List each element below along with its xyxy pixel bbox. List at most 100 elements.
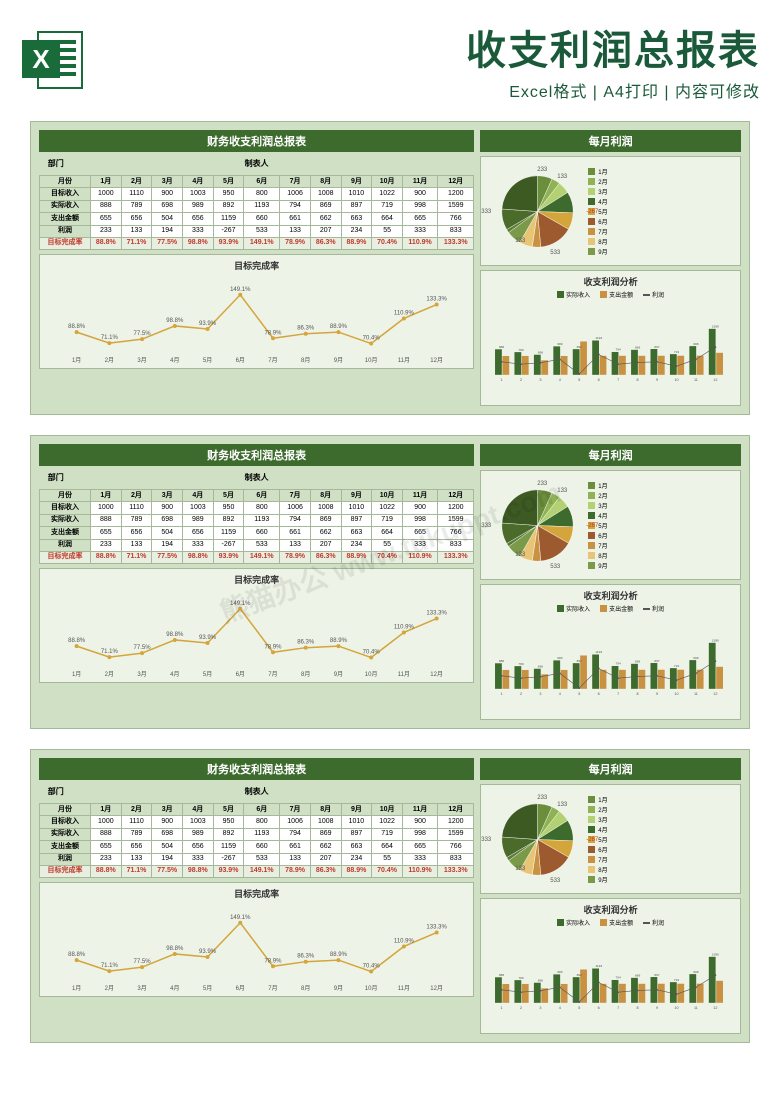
sheet-title: 财务收支利润总报表 (39, 444, 474, 466)
svg-text:8: 8 (637, 378, 639, 382)
svg-text:9: 9 (656, 692, 658, 696)
preparer-label: 制表人 (240, 470, 273, 485)
svg-text:77.5%: 77.5% (134, 645, 152, 651)
dept-label: 部门 (39, 156, 72, 171)
svg-text:8: 8 (637, 1006, 639, 1010)
svg-text:11月: 11月 (398, 985, 410, 992)
svg-text:12月: 12月 (430, 357, 443, 364)
svg-text:719: 719 (674, 350, 679, 354)
svg-text:1193: 1193 (596, 336, 603, 340)
svg-text:12: 12 (713, 692, 717, 696)
svg-text:93.9%: 93.9% (199, 949, 217, 955)
svg-text:9月: 9月 (334, 985, 343, 992)
svg-text:70.4%: 70.4% (363, 964, 381, 970)
svg-text:98.8%: 98.8% (166, 632, 184, 638)
svg-text:3: 3 (540, 378, 542, 382)
svg-text:6月: 6月 (236, 985, 245, 992)
svg-text:133.3%: 133.3% (426, 925, 447, 931)
dept-label: 部门 (39, 784, 72, 799)
svg-text:4: 4 (559, 378, 561, 382)
svg-text:698: 698 (538, 350, 543, 354)
pie-title: 每月利润 (480, 758, 741, 780)
pie-legend: 1月2月3月4月5月6月7月8月9月 (580, 481, 736, 570)
svg-text:88.8%: 88.8% (68, 324, 86, 330)
svg-text:7: 7 (617, 378, 619, 382)
svg-text:1599: 1599 (712, 325, 719, 329)
svg-text:8: 8 (637, 692, 639, 696)
svg-text:719: 719 (674, 664, 679, 668)
svg-text:78.9%: 78.9% (264, 645, 282, 651)
svg-text:1599: 1599 (712, 953, 719, 957)
svg-text:7月: 7月 (268, 357, 277, 364)
svg-text:149.1%: 149.1% (230, 601, 251, 607)
line-chart-box: 目标完成率 88.8%1月71.1%2月77.5%3月98.8%4月93.9%5… (39, 254, 474, 369)
svg-text:998: 998 (694, 342, 699, 346)
svg-text:88.9%: 88.9% (330, 324, 348, 330)
svg-text:989: 989 (557, 970, 562, 974)
svg-text:1: 1 (501, 378, 503, 382)
svg-text:897: 897 (655, 659, 660, 663)
svg-text:10: 10 (675, 692, 679, 696)
svg-text:5: 5 (578, 692, 580, 696)
sheet-title: 财务收支利润总报表 (39, 758, 474, 780)
svg-text:892: 892 (577, 345, 582, 349)
pie-title: 每月利润 (480, 130, 741, 152)
bar-chart-box: 收支利润分析 实际收入支出金额利润 8881789269839894892511… (480, 584, 741, 720)
svg-text:7: 7 (617, 1006, 619, 1010)
svg-text:86.3%: 86.3% (297, 326, 315, 332)
svg-text:888: 888 (499, 345, 504, 349)
svg-text:888: 888 (499, 973, 504, 977)
svg-text:1: 1 (501, 692, 503, 696)
svg-text:70.4%: 70.4% (363, 336, 381, 342)
svg-text:3: 3 (540, 1006, 542, 1010)
svg-text:9月: 9月 (334, 357, 343, 364)
svg-text:88.9%: 88.9% (330, 638, 348, 644)
pie-title: 每月利润 (480, 444, 741, 466)
spreadsheet: 财务收支利润总报表 部门制表人 月份1月2月3月4月5月6月7月8月9月10月1… (30, 749, 750, 1043)
svg-text:6月: 6月 (236, 357, 245, 364)
svg-text:5月: 5月 (203, 671, 212, 678)
spreadsheet: 财务收支利润总报表 部门制表人 月份1月2月3月4月5月6月7月8月9月10月1… (30, 121, 750, 415)
svg-text:2: 2 (520, 378, 522, 382)
svg-text:8月: 8月 (301, 357, 310, 364)
svg-text:133.3%: 133.3% (426, 297, 447, 303)
svg-text:998: 998 (694, 656, 699, 660)
svg-text:789: 789 (519, 662, 524, 666)
bar-legend: 实际收入支出金额利润 (485, 290, 736, 299)
svg-text:3月: 3月 (137, 985, 146, 992)
svg-text:110.9%: 110.9% (394, 311, 415, 317)
svg-text:71.1%: 71.1% (101, 335, 119, 341)
svg-text:11: 11 (694, 378, 698, 382)
page-subtitle: Excel格式 | A4打印 | 内容可修改 (100, 78, 760, 102)
svg-text:110.9%: 110.9% (394, 939, 415, 945)
svg-text:794: 794 (616, 348, 621, 352)
svg-text:789: 789 (519, 976, 524, 980)
svg-text:869: 869 (635, 660, 640, 664)
svg-text:1月: 1月 (72, 985, 81, 992)
svg-text:794: 794 (616, 662, 621, 666)
excel-icon: X (20, 26, 88, 94)
svg-text:2: 2 (520, 692, 522, 696)
svg-text:1: 1 (501, 1006, 503, 1010)
svg-text:5: 5 (578, 378, 580, 382)
svg-text:12月: 12月 (430, 671, 443, 678)
svg-text:1193: 1193 (596, 650, 603, 654)
svg-text:X: X (32, 44, 50, 74)
svg-text:77.5%: 77.5% (134, 959, 152, 965)
svg-text:98.8%: 98.8% (166, 946, 184, 952)
svg-text:789: 789 (519, 348, 524, 352)
svg-text:11: 11 (694, 692, 698, 696)
svg-text:1月: 1月 (72, 671, 81, 678)
svg-text:897: 897 (655, 973, 660, 977)
svg-text:77.5%: 77.5% (134, 331, 152, 337)
svg-text:989: 989 (557, 656, 562, 660)
svg-text:6: 6 (598, 1006, 600, 1010)
svg-text:78.9%: 78.9% (264, 331, 282, 337)
svg-text:4月: 4月 (170, 985, 179, 992)
svg-text:1599: 1599 (712, 639, 719, 643)
svg-text:892: 892 (577, 659, 582, 663)
svg-text:71.1%: 71.1% (101, 963, 119, 969)
svg-text:88.8%: 88.8% (68, 952, 86, 958)
svg-text:93.9%: 93.9% (199, 635, 217, 641)
svg-text:888: 888 (499, 659, 504, 663)
